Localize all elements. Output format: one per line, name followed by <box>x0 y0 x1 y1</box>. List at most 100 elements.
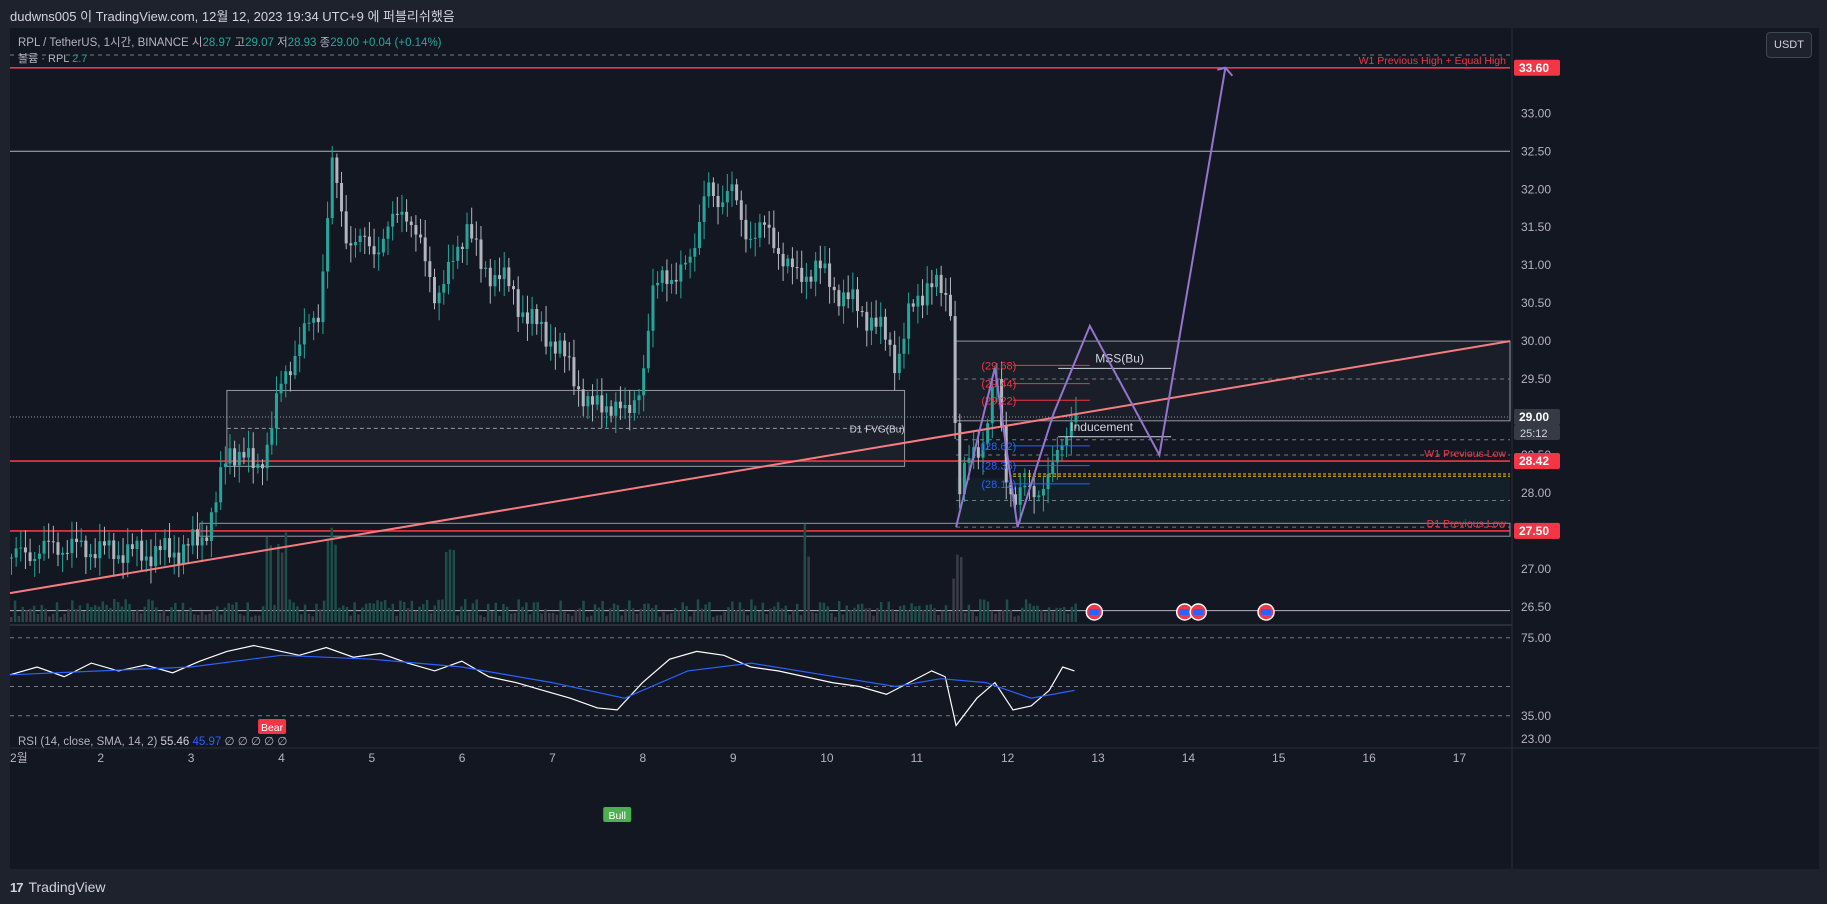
candle-body <box>154 545 158 567</box>
footer-bar <box>0 869 1827 904</box>
volume-bar <box>933 608 936 622</box>
candle-body <box>307 322 311 324</box>
volume-bar <box>643 603 646 622</box>
volume-bar <box>689 616 692 622</box>
volume-bar <box>448 549 452 622</box>
candle-body <box>1051 462 1055 475</box>
volume-bar <box>750 599 753 622</box>
d1-low-box <box>199 522 1511 537</box>
candle-body <box>186 544 190 546</box>
volume-bar <box>364 603 368 622</box>
volume-bar <box>196 614 200 622</box>
candle-body <box>428 261 432 278</box>
candle-body <box>795 267 799 269</box>
volume-bar <box>631 608 635 622</box>
volume-bar <box>174 602 177 622</box>
candle-body <box>874 317 878 327</box>
candle-body <box>1069 422 1073 438</box>
countdown-label: 25:12 <box>1520 428 1548 440</box>
candle-body <box>321 271 325 323</box>
volume-bar <box>189 607 192 622</box>
volume-bar <box>13 600 17 622</box>
volume-bar <box>883 609 887 622</box>
candle-body <box>656 282 660 286</box>
volume-bar <box>654 604 658 622</box>
volume-bar <box>242 615 246 622</box>
volume-bar <box>807 556 810 622</box>
volume-bar <box>151 600 154 622</box>
candle-body <box>474 238 478 240</box>
volume-bar <box>662 611 665 622</box>
rsi-label: RSI (14, close, SMA, 14, 2) <box>18 736 158 748</box>
volume-bar <box>692 610 696 622</box>
volume-bar <box>818 602 822 622</box>
volume-bar <box>784 605 787 622</box>
fvg-label: D1 FVG(Bu) <box>850 424 905 435</box>
volume-bar <box>528 614 532 622</box>
volume-bar <box>288 599 292 622</box>
publish-header: dudwns005 이 TradingView.com, 12월 12, 202… <box>0 0 1827 28</box>
volume-bar <box>971 610 974 622</box>
candle-body <box>409 221 413 226</box>
price-badge <box>1514 453 1560 470</box>
rsi-tick-label: 75.00 <box>1521 631 1551 645</box>
volume-bar <box>376 600 379 622</box>
candle-body <box>665 270 669 285</box>
volume-bar <box>612 603 616 622</box>
volume-bar <box>990 610 994 622</box>
candle-body <box>1023 485 1027 488</box>
candle-body <box>465 224 469 249</box>
volume-bar <box>101 601 105 622</box>
candle-body <box>1041 489 1045 496</box>
price-axis-bg <box>1512 28 1819 869</box>
volume-bar <box>227 603 230 622</box>
tradingview-logo[interactable]: 17 TradingView <box>10 879 106 895</box>
candle-body <box>288 371 292 376</box>
candle-body <box>930 283 934 288</box>
volume-bar <box>1063 607 1066 622</box>
candle-body <box>293 356 297 376</box>
volume-bar <box>231 604 234 622</box>
candle-body <box>581 389 585 407</box>
level-label: W1 Previous Low <box>1424 448 1506 460</box>
volume-bar <box>273 604 276 622</box>
candle-body <box>544 321 548 347</box>
volume-bar <box>475 599 478 622</box>
volume-bar <box>525 602 528 622</box>
price-tick-label: 31.50 <box>1521 220 1551 234</box>
volume-bar <box>490 611 494 622</box>
price-tick-label: 33.00 <box>1521 106 1551 120</box>
candle-body <box>660 270 664 283</box>
volume-bar <box>124 599 127 622</box>
volume-bar <box>246 602 250 622</box>
volume-bar <box>32 605 36 622</box>
countdown-badge <box>1514 425 1560 441</box>
tv-logo-icon: 17 <box>10 879 24 895</box>
volume-bar <box>723 611 726 622</box>
candle-body <box>1046 474 1050 490</box>
volume-bar <box>97 606 101 622</box>
price-tick-label: 26.50 <box>1521 600 1551 614</box>
candle-body <box>642 368 646 396</box>
volume-bar <box>1013 616 1016 622</box>
candle-body <box>242 451 246 458</box>
candle-body <box>907 303 911 339</box>
volume-bar <box>166 615 169 622</box>
volume-bar <box>1059 607 1062 622</box>
volume-bar <box>48 616 51 622</box>
volume-bar <box>734 609 738 622</box>
volume-bar <box>471 603 475 622</box>
candle-body <box>897 353 901 374</box>
volume-bar <box>269 545 272 622</box>
volume-bar <box>998 611 1001 622</box>
candle-body <box>693 248 697 257</box>
volume-bar <box>872 615 875 622</box>
volume-bar <box>1001 610 1005 622</box>
volume-bar <box>1032 605 1035 622</box>
candle-body <box>818 260 822 269</box>
candle-body <box>126 544 130 563</box>
candle-body <box>758 222 762 238</box>
currency-button[interactable]: USDT <box>1766 32 1812 58</box>
candle-body <box>553 341 557 354</box>
